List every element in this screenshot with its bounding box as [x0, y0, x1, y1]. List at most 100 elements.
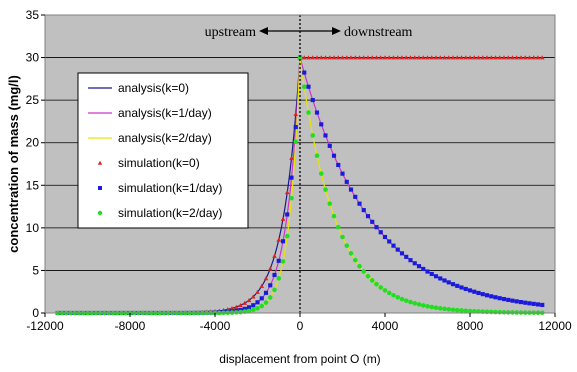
- marker-square: [467, 288, 473, 293]
- marker-triangle: [301, 55, 307, 60]
- marker-square: [344, 179, 349, 184]
- marker-circle: [386, 290, 392, 296]
- marker-circle: [323, 187, 328, 192]
- marker-square: [493, 295, 498, 300]
- marker-circle: [403, 298, 409, 303]
- marker-circle: [378, 285, 384, 290]
- marker-triangle: [399, 55, 405, 60]
- marker-triangle: [484, 55, 490, 60]
- legend-item: analysis(k=1/day): [88, 106, 212, 120]
- marker-circle: [467, 308, 473, 314]
- x-tick-label: -4000: [200, 319, 231, 333]
- marker-triangle: [527, 55, 532, 60]
- marker-triangle: [386, 55, 392, 60]
- marker-square: [540, 302, 545, 307]
- marker-square: [472, 289, 477, 294]
- marker-circle: [399, 296, 405, 302]
- marker-circle: [250, 307, 256, 313]
- x-axis-label: displacement from point O (m): [219, 352, 380, 366]
- marker-square: [416, 264, 422, 269]
- legend-item: simulation(k=2/day): [97, 206, 222, 220]
- y-tick-label: 30: [26, 51, 40, 65]
- marker-circle: [446, 307, 452, 312]
- marker-triangle: [374, 55, 379, 60]
- marker-circle: [284, 233, 290, 239]
- marker-triangle: [255, 289, 260, 294]
- marker-circle: [306, 110, 311, 115]
- marker-square: [523, 300, 528, 305]
- marker-circle: [314, 153, 320, 159]
- marker-circle: [437, 306, 443, 311]
- marker-square: [268, 283, 273, 288]
- marker-triangle: [403, 55, 409, 60]
- marker-circle: [493, 309, 498, 315]
- marker-circle: [331, 213, 337, 219]
- marker-circle: [233, 310, 239, 315]
- marker-square: [429, 271, 434, 277]
- marker-circle: [301, 84, 307, 90]
- marker-circle: [280, 259, 286, 264]
- legend-label: analysis(k=2/day): [118, 131, 212, 145]
- marker-square: [272, 272, 277, 278]
- marker-square: [404, 254, 409, 259]
- marker-triangle: [242, 300, 248, 305]
- arrow-left-icon: [259, 27, 268, 35]
- marker-circle: [471, 308, 477, 314]
- marker-circle: [429, 304, 435, 310]
- marker-square: [280, 239, 286, 244]
- legend-label: simulation(k=0): [118, 156, 200, 170]
- marker-triangle: [340, 55, 345, 60]
- marker-square: [259, 296, 264, 301]
- marker-triangle: [420, 55, 426, 60]
- marker-triangle: [467, 55, 473, 60]
- marker-square: [531, 301, 536, 306]
- y-tick-label: 10: [26, 221, 40, 235]
- marker-triangle: [505, 55, 511, 60]
- marker-square: [438, 276, 443, 281]
- direction-annotation: upstream downstream: [205, 25, 413, 40]
- legend: analysis(k=0) analysis(k=1/day) analysis(k…: [77, 72, 249, 229]
- marker-triangle: [450, 55, 456, 60]
- marker-square: [455, 283, 460, 288]
- marker-square: [425, 269, 430, 274]
- marker-triangle: [284, 190, 290, 195]
- marker-circle: [340, 234, 345, 240]
- y-axis-ticks: 0 5 10 15 20 25 30 35: [26, 8, 45, 320]
- x-tick-label: -12000: [26, 319, 64, 333]
- marker-triangle: [335, 55, 341, 60]
- marker-square: [293, 124, 298, 130]
- marker-square: [306, 84, 311, 89]
- marker-triangle: [535, 55, 541, 60]
- marker-circle: [514, 310, 520, 315]
- marker-square: [484, 293, 490, 298]
- marker-triangle: [361, 55, 367, 60]
- marker-circle: [425, 303, 430, 309]
- marker-circle: [505, 310, 511, 315]
- marker-triangle: [250, 294, 256, 299]
- marker-square: [442, 278, 447, 283]
- marker-circle: [276, 276, 282, 281]
- marker-square: [327, 143, 332, 148]
- marker-triangle: [369, 55, 375, 60]
- marker-square: [514, 299, 519, 304]
- marker-square: [450, 282, 456, 287]
- marker-triangle: [276, 237, 282, 242]
- marker-triangle: [233, 304, 239, 309]
- marker-triangle: [229, 306, 235, 311]
- marker-circle: [510, 310, 515, 315]
- marker-square: [242, 306, 247, 311]
- marker-square: [336, 162, 341, 168]
- downstream-label: downstream: [344, 25, 413, 40]
- x-tick-label: 12000: [538, 319, 572, 333]
- y-tick-label: 25: [26, 93, 40, 107]
- marker-square: [348, 187, 354, 192]
- marker-square: [331, 153, 337, 158]
- marker-circle: [463, 308, 469, 314]
- marker-circle: [408, 299, 413, 305]
- marker-circle: [416, 302, 422, 307]
- legend-label: simulation(k=2/day): [118, 206, 222, 220]
- marker-triangle: [446, 55, 452, 60]
- y-tick-label: 20: [26, 136, 40, 150]
- marker-square: [527, 301, 532, 306]
- marker-triangle: [539, 55, 545, 60]
